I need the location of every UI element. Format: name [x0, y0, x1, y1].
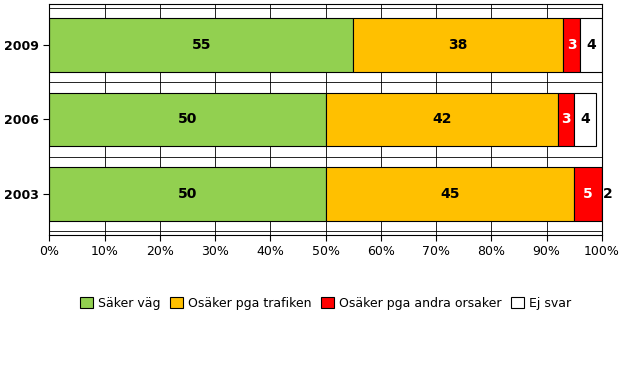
Text: 50: 50 — [178, 187, 197, 201]
Text: 3: 3 — [561, 112, 571, 127]
Text: 4: 4 — [580, 112, 590, 127]
Bar — [558, 92, 574, 146]
Bar — [574, 167, 602, 221]
Text: 55: 55 — [192, 38, 211, 52]
Bar — [602, 167, 613, 221]
Text: 38: 38 — [449, 38, 468, 52]
Bar — [326, 167, 574, 221]
Bar — [49, 92, 326, 146]
Bar — [353, 18, 563, 72]
Text: 4: 4 — [586, 38, 596, 52]
Legend: Säker väg, Osäker pga trafiken, Osäker pga andra orsaker, Ej svar: Säker väg, Osäker pga trafiken, Osäker p… — [75, 292, 577, 315]
Text: 45: 45 — [440, 187, 460, 201]
Bar — [49, 18, 353, 72]
Bar — [574, 92, 597, 146]
Text: 42: 42 — [432, 112, 451, 127]
Text: 5: 5 — [583, 187, 593, 201]
Bar — [580, 18, 602, 72]
Bar — [326, 92, 558, 146]
Text: 3: 3 — [567, 38, 577, 52]
Bar — [49, 167, 326, 221]
Text: 50: 50 — [178, 112, 197, 127]
Bar — [563, 18, 580, 72]
Text: 2: 2 — [603, 187, 612, 201]
